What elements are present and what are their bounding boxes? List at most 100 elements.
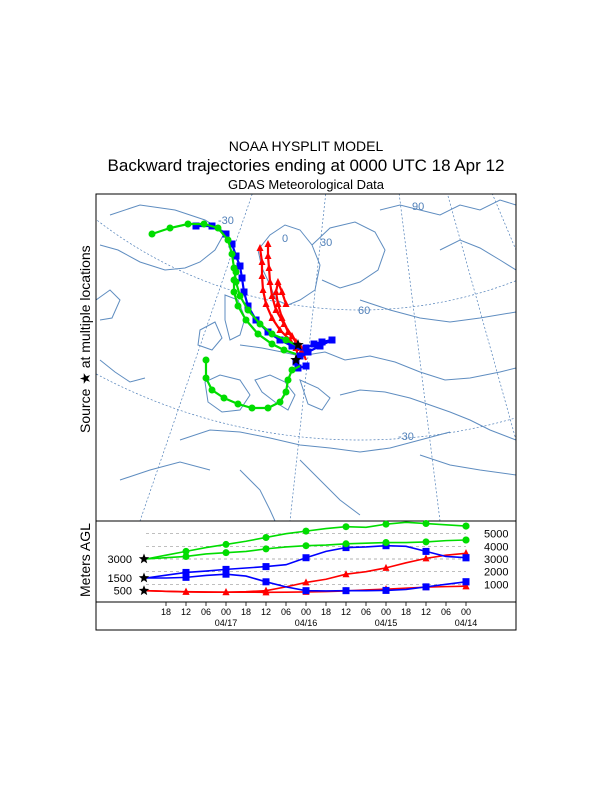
map-point-green [248,404,256,412]
time-tick-label: 12 [261,607,271,617]
time-tick-label: 00 [381,607,391,617]
profile-start-height-label: 500 [114,586,132,598]
map-point-green [256,320,264,328]
map-grid-label: 90 [412,201,424,213]
map-point-red [259,286,267,293]
map-source-star [292,339,304,350]
profile-source-star [138,585,150,596]
profile-end-red [462,582,470,590]
map-grid-label: -30 [218,215,234,227]
map-point-blue [244,302,252,310]
profile-point-green [182,552,190,560]
date-label: 04/17 [215,618,238,628]
map-point-blue [228,240,236,248]
profile-point-red [382,563,390,571]
map-point-red [272,288,280,295]
profile-point-blue [262,563,270,571]
profile-point-green [262,545,270,553]
time-tick-label: 18 [401,607,411,617]
map-point-green [220,394,228,402]
map-grid-label: 60 [358,305,370,317]
chart-subtitle: Backward trajectories ending at 0000 UTC… [107,156,505,175]
map-point-red [268,314,276,321]
time-tick-label: 00 [221,607,231,617]
date-label: 04/14 [455,618,478,628]
map-point-green [276,398,284,406]
date-label: 04/15 [375,618,398,628]
profile-point-green [182,547,190,555]
time-tick-label: 12 [181,607,191,617]
map-point-blue [232,252,240,260]
profile-point-red [182,587,190,595]
map-point-green [254,330,262,338]
profile-point-blue [342,587,350,595]
time-tick-label: 00 [461,607,471,617]
map-point-blue [316,342,324,350]
profile-point-green [422,538,430,546]
profile-source-star [138,553,150,564]
map-point-blue [192,222,200,230]
profile-point-green [302,527,310,535]
map-point-green [264,404,272,412]
profile-point-red [302,578,310,586]
profile-end-blue [462,554,470,562]
map-point-green [244,306,252,314]
map-point-red [264,240,272,247]
profile-end-green [462,522,470,530]
map-point-blue [236,262,244,270]
map-point-blue [238,274,246,282]
map-point-green [208,386,216,394]
profile-start-height-label: 1500 [108,573,132,585]
map-point-red [258,258,266,265]
map-point-red [264,252,272,259]
map-point-red [276,326,284,333]
map-point-green [228,250,236,258]
map-point-green [202,374,210,382]
map-point-blue [304,348,312,356]
map-point-green [214,224,222,232]
profile-point-red [422,554,430,562]
map-point-red [274,300,282,307]
profile-series [138,520,470,596]
chart-title: NOAA HYSPLIT MODEL [228,138,384,154]
time-tick-label: 18 [241,607,251,617]
profile-point-blue [302,587,310,595]
map-point-blue [328,336,336,344]
map-point-green [148,230,156,238]
profile-point-red [262,588,270,596]
map-point-green [268,340,276,348]
map-point-blue [240,288,248,296]
map-graticule [96,194,516,521]
map-point-red [265,264,273,271]
map-point-blue [318,338,326,346]
map-point-blue [288,342,296,350]
map-point-green [282,336,290,344]
map-point-red [258,272,266,279]
profile-end-blue [462,578,470,586]
map-point-green [288,366,296,374]
map-grid-label: 30 [320,237,332,249]
map-point-blue [296,352,304,360]
map-coastlines [96,199,516,521]
profile-point-green [222,549,230,557]
map-point-green [230,288,238,296]
profile-point-blue [182,568,190,576]
time-tick-label: 06 [281,607,291,617]
map-trajectory-green [204,360,301,410]
profile-right-axis-label: 3000 [484,554,508,566]
map-grid-label: -30 [398,431,414,443]
map-point-blue [310,340,318,348]
profile-point-green [382,539,390,547]
map-point-green [184,220,192,228]
profile-point-green [342,523,350,531]
map-trajectories [148,220,336,412]
time-tick-label: 06 [201,607,211,617]
map-point-red [278,314,286,321]
map-point-green [242,316,250,324]
profile-right-axis-label: 4000 [484,541,508,553]
profile-point-blue [342,544,350,552]
map-point-green [234,400,242,408]
map-point-blue [302,362,310,370]
